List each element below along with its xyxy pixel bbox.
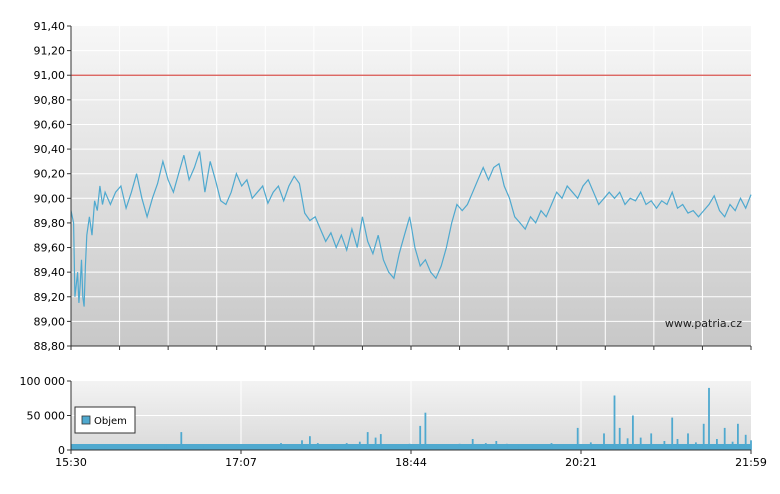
- volume-bars: [72, 387, 752, 450]
- volume-bar: [235, 446, 238, 450]
- volume-bar: [708, 387, 710, 450]
- x-tick-label: 15:30: [55, 456, 87, 469]
- volume-bar: [484, 443, 487, 450]
- price-y-tick-label: 90,20: [34, 168, 66, 181]
- volume-bar: [687, 433, 689, 450]
- x-tick-label: 20:21: [565, 456, 597, 469]
- volume-bar: [663, 441, 666, 450]
- volume-bar: [702, 423, 705, 450]
- volume-bar: [505, 443, 508, 450]
- volume-bar: [309, 436, 311, 450]
- volume-bar: [731, 441, 734, 450]
- volume-bar: [695, 442, 697, 450]
- volume-bar: [550, 443, 553, 450]
- volume-bar: [603, 433, 605, 450]
- volume-bar: [618, 427, 621, 450]
- volume-chart: 100 000 50 000 0 15:30 17:07 18:44 20:21 21:59…: [20, 375, 767, 469]
- volume-bar: [671, 417, 674, 450]
- x-tick-label: 18:44: [395, 456, 427, 469]
- volume-bar: [613, 395, 616, 450]
- volume-bar: [345, 443, 348, 450]
- volume-y-tick-label: 100 000: [20, 375, 66, 388]
- volume-bar: [280, 443, 282, 450]
- volume-bar: [104, 445, 106, 450]
- watermark: www.patria.cz: [665, 317, 742, 330]
- volume-bar: [408, 443, 411, 450]
- price-y-tick-label: 90,60: [34, 118, 66, 131]
- volume-bar: [458, 443, 461, 450]
- volume-bar: [379, 434, 382, 450]
- volume-bar: [650, 433, 653, 450]
- price-y-tick-label: 90,80: [34, 94, 66, 107]
- price-series-line: [70, 151, 752, 307]
- volume-bar: [316, 443, 319, 450]
- volume-bar: [435, 445, 437, 450]
- x-tick-label: 17:07: [225, 456, 257, 469]
- volume-bar: [301, 440, 303, 450]
- volume-bar: [358, 441, 361, 450]
- volume-bar: [164, 444, 167, 450]
- volume-bar: [201, 445, 204, 450]
- volume-grid: [71, 381, 751, 450]
- price-y-tick-label: 89,40: [34, 266, 66, 279]
- volume-bar: [750, 440, 752, 450]
- price-y-tick-label: 89,80: [34, 217, 66, 230]
- volume-bar: [516, 444, 519, 450]
- volume-bar: [632, 415, 634, 450]
- volume-bar: [532, 445, 534, 450]
- x-tick-label: 21:59: [735, 456, 767, 469]
- volume-bar: [737, 423, 739, 450]
- volume-baseline-bars: [71, 444, 751, 450]
- volume-bar: [744, 434, 747, 450]
- volume-bar: [639, 437, 642, 450]
- volume-bar: [495, 441, 498, 450]
- legend-swatch: [81, 415, 91, 425]
- volume-y-tick-label: 0: [58, 444, 65, 457]
- legend: Objem: [74, 406, 136, 434]
- volume-bar: [723, 427, 726, 450]
- volume-y-tick-label: 50 000: [27, 410, 66, 423]
- volume-bar: [563, 445, 566, 450]
- price-y-tick-label: 90,00: [34, 192, 66, 205]
- volume-bar: [366, 432, 369, 450]
- price-y-tick-label: 90,40: [34, 143, 66, 156]
- volume-bar: [576, 427, 579, 450]
- volume-bar: [716, 439, 718, 450]
- volume-bar: [589, 442, 592, 450]
- volume-bar: [395, 445, 398, 450]
- volume-bar: [332, 446, 335, 450]
- volume-bar: [419, 425, 422, 450]
- volume-y-axis: 100 000 50 000 0: [20, 375, 71, 457]
- price-y-tick-label: 91,40: [34, 20, 66, 33]
- price-y-tick-label: 91,00: [34, 69, 66, 82]
- volume-bar: [374, 437, 377, 450]
- volume-bar: [626, 438, 629, 450]
- volume-bar: [424, 412, 427, 450]
- price-y-tick-label: 89,20: [34, 291, 66, 304]
- price-chart: 91,40 91,20 91,00 90,80 90,60 90,40 90,20 90,00…: [34, 20, 752, 353]
- price-y-axis: 91,40 91,20 91,00 90,80 90,60 90,40 90,20 90,00…: [34, 20, 71, 353]
- price-y-tick-label: 91,20: [34, 45, 66, 58]
- price-x-ticks: [70, 346, 752, 350]
- price-y-tick-label: 89,00: [34, 315, 66, 328]
- volume-bar: [180, 432, 183, 450]
- volume-x-axis: 15:30 17:07 18:44 20:21 21:59: [55, 450, 767, 469]
- legend-label: Objem: [94, 416, 127, 427]
- price-y-tick-label: 88,80: [34, 340, 66, 353]
- volume-bar: [676, 439, 679, 450]
- volume-bar: [72, 447, 75, 450]
- volume-bar: [471, 439, 474, 450]
- price-y-tick-label: 89,60: [34, 242, 66, 255]
